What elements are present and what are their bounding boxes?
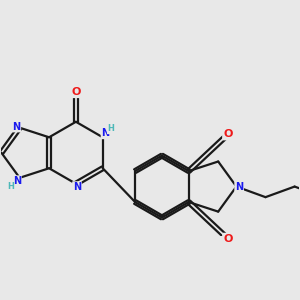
Text: O: O	[223, 130, 232, 140]
Text: H: H	[108, 124, 115, 134]
Text: N: N	[12, 122, 20, 132]
Text: N: N	[235, 182, 243, 192]
Text: H: H	[7, 182, 14, 190]
Text: N: N	[101, 128, 110, 138]
Text: O: O	[71, 87, 81, 97]
Text: N: N	[13, 176, 21, 186]
Text: N: N	[73, 182, 81, 192]
Text: O: O	[223, 234, 232, 244]
